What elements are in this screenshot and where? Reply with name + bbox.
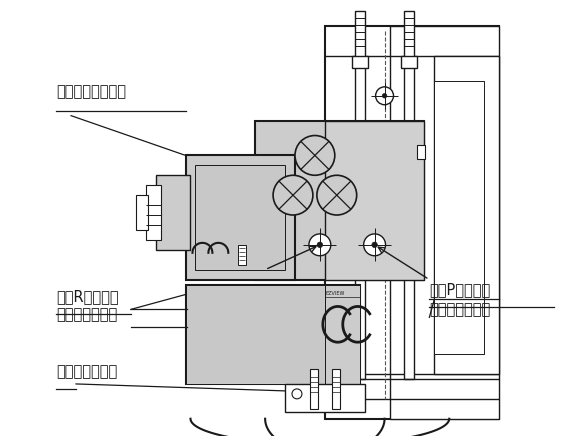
Bar — [185, 284, 325, 384]
Text: （供給ポート）: （供給ポート） — [429, 302, 490, 317]
Circle shape — [292, 389, 302, 399]
Bar — [285, 384, 364, 412]
Circle shape — [309, 234, 331, 256]
Circle shape — [273, 175, 313, 215]
Bar — [185, 284, 360, 384]
Text: ３（R）ポート: ３（R）ポート — [56, 289, 119, 305]
Text: 初期排気用電磁弁: 初期排気用電磁弁 — [56, 84, 126, 99]
Bar — [402, 56, 417, 68]
Circle shape — [317, 242, 322, 248]
Bar — [255, 121, 424, 280]
Bar — [352, 56, 368, 68]
Bar — [156, 175, 191, 250]
Bar — [136, 195, 147, 230]
Text: EZVIEW: EZVIEW — [326, 291, 345, 295]
Bar — [434, 81, 484, 354]
Bar — [389, 26, 499, 419]
Bar — [325, 284, 360, 384]
Circle shape — [382, 94, 387, 98]
Bar — [310, 369, 318, 409]
Circle shape — [375, 87, 394, 105]
Circle shape — [295, 135, 335, 175]
Bar — [434, 56, 499, 374]
Circle shape — [372, 242, 377, 248]
Circle shape — [317, 175, 357, 215]
Bar — [238, 245, 246, 265]
Bar — [195, 165, 285, 270]
Bar — [354, 11, 364, 379]
Circle shape — [364, 234, 385, 256]
Bar — [417, 146, 426, 160]
Bar — [325, 121, 424, 280]
Bar — [146, 185, 161, 240]
Text: １（P）ポート: １（P）ポート — [429, 282, 490, 298]
Bar — [405, 11, 415, 379]
Text: 主排気用電磁弁: 主排気用電磁弁 — [56, 364, 117, 379]
Bar — [185, 156, 295, 280]
Bar — [325, 26, 499, 419]
Bar — [332, 369, 340, 409]
Text: （排気ポート）: （排気ポート） — [56, 307, 117, 323]
